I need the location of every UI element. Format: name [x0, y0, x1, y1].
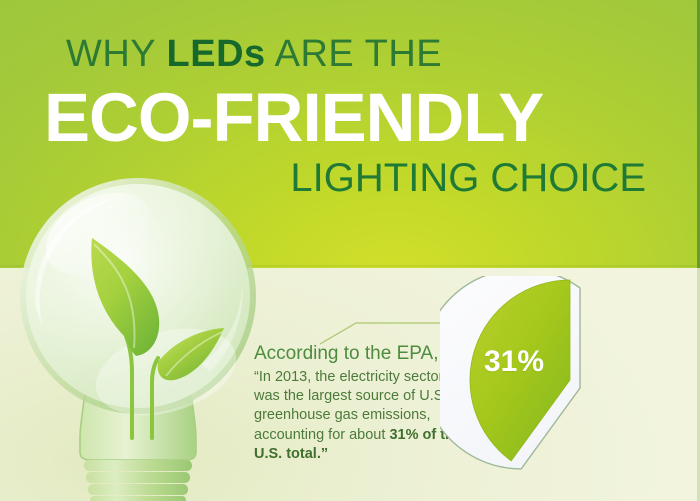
leaf-large-vein [93, 243, 136, 349]
headline-line-1-post: ARE THE [265, 33, 443, 75]
headline-line-2: ECO-FRIENDLY [44, 79, 544, 156]
headline-group: WHY LEDs ARE THE ECO-FRIENDLY LIGHTING C… [44, 33, 646, 200]
bulb-highlight-primary [45, 192, 151, 276]
leaf-small [157, 328, 224, 381]
bulb-screw-base [84, 460, 192, 501]
plant-stem-right [150, 356, 160, 440]
bulb-highlight-arc-right [202, 284, 243, 372]
right-edge-stripe [697, 0, 700, 501]
headline-line-1-pre: WHY [66, 33, 167, 75]
headline-line-1: WHY LEDs ARE THE [66, 33, 442, 76]
leaf-large [91, 238, 160, 356]
quote-body-regular: “In 2013, the electricity sector was the… [254, 368, 448, 443]
quote-body-text: “In 2013, the electricity sector was the… [254, 368, 464, 464]
pie-slice-electricity[interactable] [469, 279, 571, 462]
quote-lead-text: According to the EPA, [254, 343, 439, 364]
epa-quote-block: According to the EPA, “In 2013, the elec… [254, 343, 464, 464]
headline-line-1-bold: LEDs [166, 33, 266, 75]
pie-slice-value-label: 31% [484, 345, 545, 378]
emissions-pie-chart [420, 268, 700, 501]
lightbulb-illustration [6, 176, 270, 501]
leaf-small-vein [165, 331, 223, 377]
pie-slice-electricity-group[interactable] [469, 279, 571, 462]
headline-line-3: LIGHTING CHOICE [290, 156, 646, 200]
